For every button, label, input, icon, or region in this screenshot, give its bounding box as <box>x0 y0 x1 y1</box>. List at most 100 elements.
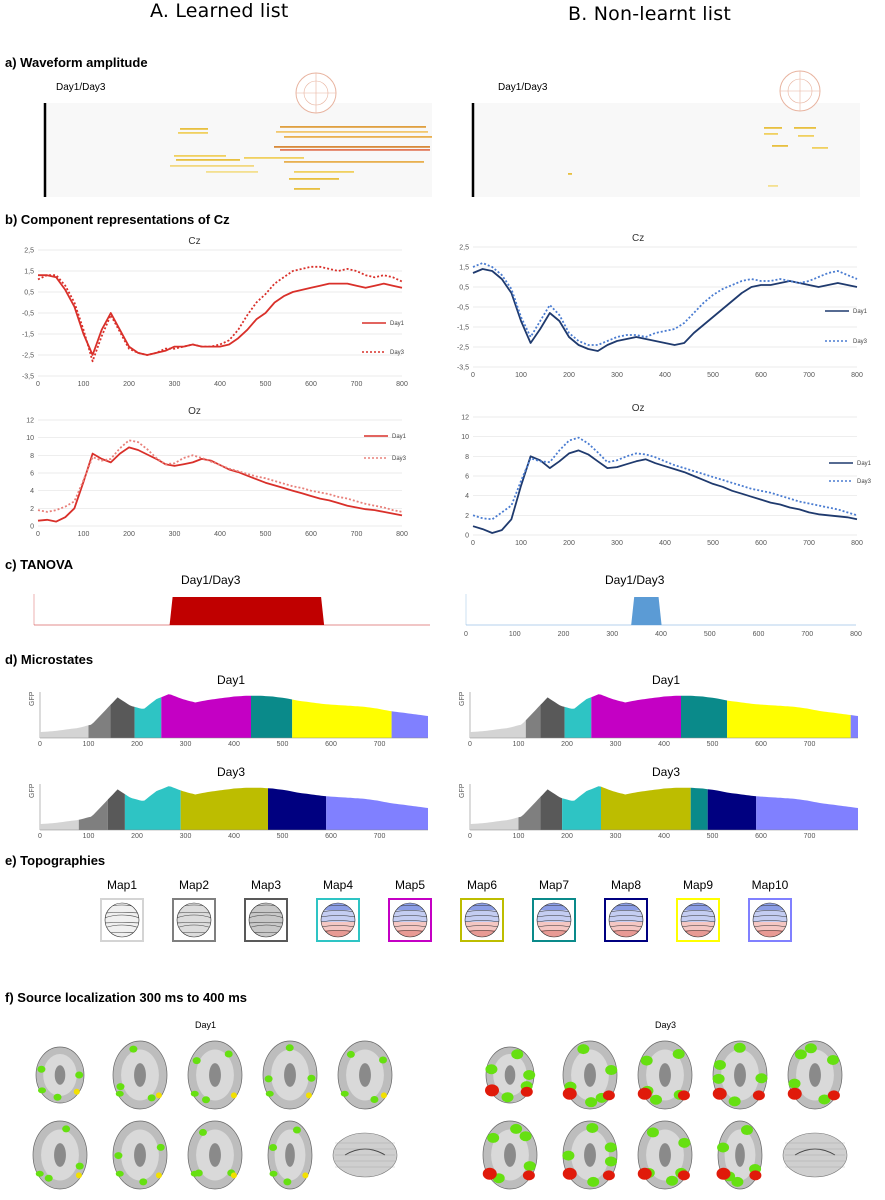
topography-label: Map3 <box>250 878 282 892</box>
microstate-segment-map3 <box>110 697 135 738</box>
activation-blob <box>501 1092 514 1103</box>
y-tick-label: 1,5 <box>459 265 469 272</box>
x-tick-label: 700 <box>803 372 815 379</box>
activation-blob <box>640 1055 653 1066</box>
contour-line <box>177 914 211 919</box>
contour-line <box>465 920 499 923</box>
activation-blob <box>485 1064 498 1075</box>
activation-blob <box>827 1055 840 1066</box>
activation-blob <box>562 1150 575 1161</box>
section-c-heading: c) TANOVA <box>5 557 74 572</box>
x-tick-label: 400 <box>214 381 226 388</box>
topography-map-8 <box>604 898 648 942</box>
activation-blob <box>677 1170 690 1181</box>
activation-blob <box>522 1170 535 1181</box>
x-tick-label: 300 <box>606 631 618 638</box>
microstate-right-day1-label: Day1 <box>652 673 681 687</box>
brain-ventricle <box>134 1143 146 1167</box>
brain-ventricle <box>359 1063 371 1087</box>
series-line-day1 <box>472 268 858 352</box>
section-a-heading: a) Waveform amplitude <box>5 55 148 70</box>
x-tick-label: 500 <box>277 833 289 840</box>
contour-line <box>105 922 139 924</box>
y-tick-label: -3,5 <box>457 365 469 372</box>
x-tick-label: 100 <box>515 372 527 379</box>
amplitude-strip <box>244 157 304 159</box>
activation-blob <box>44 1174 53 1182</box>
activation-blob <box>562 1087 577 1100</box>
activation-blob <box>733 1042 746 1053</box>
contour-line <box>609 915 643 918</box>
section-d-heading: d) Microstates <box>5 652 94 667</box>
activation-blob <box>716 1167 731 1180</box>
waveform-left-label: Day1/Day3 <box>56 82 106 93</box>
head-outline <box>608 902 644 938</box>
x-tick-label: 700 <box>374 833 386 840</box>
x-tick-label: 800 <box>850 631 862 638</box>
microstate-segment-map4 <box>562 786 601 830</box>
amplitude-strip <box>794 127 816 129</box>
amplitude-strip <box>284 136 432 138</box>
topography-map-3 <box>244 898 288 942</box>
y-tick-label: 0 <box>465 533 469 540</box>
microstate-segment-map4 <box>134 697 162 738</box>
amplitude-strip <box>274 146 430 148</box>
contour-line <box>249 924 283 929</box>
activation-blob <box>73 1088 80 1095</box>
x-tick-label: 600 <box>755 372 767 379</box>
amplitude-strip <box>289 178 339 180</box>
series-line-day3 <box>472 262 858 346</box>
topography-map-7 <box>532 898 576 942</box>
microstate-left-day3-label: Day3 <box>217 765 246 779</box>
activation-blob <box>604 1142 617 1153</box>
activation-blob <box>198 1128 207 1136</box>
activation-blob <box>487 1132 500 1143</box>
topography-head <box>608 902 644 938</box>
activation-blob <box>602 1170 615 1181</box>
source-right-label: Day3 <box>655 1020 677 1030</box>
amplitude-strip <box>798 135 814 137</box>
topography-label: Map6 <box>466 878 498 892</box>
x-tick-label: 600 <box>755 540 767 547</box>
microstate-segment-map9 <box>727 700 851 738</box>
x-tick-label: 600 <box>753 631 765 638</box>
waveform-right-label: Day1/Day3 <box>498 82 548 93</box>
x-tick-label: 200 <box>563 540 575 547</box>
x-tick-label: 500 <box>260 381 272 388</box>
brain-ventricle <box>209 1143 221 1167</box>
activation-blob <box>116 1083 125 1091</box>
waveform-left-map <box>43 72 432 197</box>
brain-ventricle <box>54 1143 66 1167</box>
amplitude-strip <box>764 127 782 129</box>
section-b-heading: b) Component representations of Cz <box>5 212 230 227</box>
activation-blob <box>740 1125 753 1136</box>
topography-head <box>752 902 788 938</box>
x-tick-label: 500 <box>707 833 719 840</box>
brain-ventricle <box>659 1063 671 1087</box>
microstate-segment-map9 <box>292 699 392 738</box>
microstate-segment-map5 <box>591 694 681 738</box>
column-b-title: B. Non-learnt list <box>568 3 731 25</box>
amplitude-strip <box>294 188 320 190</box>
microstate-segment-map1 <box>40 819 79 830</box>
contour-line <box>393 915 427 918</box>
microstate-left-day1: GFP 0 100 200 300 400 500 600 700 <box>29 691 428 748</box>
activation-blob <box>265 1090 274 1097</box>
activation-blob <box>340 1090 349 1097</box>
activation-blob <box>677 1090 690 1101</box>
amplitude-strip <box>176 159 240 161</box>
head-outline <box>104 902 140 938</box>
topography-map-6 <box>460 898 504 942</box>
amplitude-strip <box>206 171 258 173</box>
brain-ventricle <box>285 1143 295 1167</box>
electrode-head-icon <box>295 72 337 114</box>
chart-title: Cz <box>188 236 200 247</box>
microstate-segment-map2 <box>88 705 111 738</box>
series-line-day3 <box>472 436 858 521</box>
contour-line <box>177 912 211 914</box>
x-tick-label: 0 <box>471 540 475 547</box>
source-left-brains <box>32 1040 398 1190</box>
x-tick-label: 100 <box>513 741 525 748</box>
microstate-segment-map7 <box>251 695 293 738</box>
x-tick-label: 100 <box>509 631 521 638</box>
